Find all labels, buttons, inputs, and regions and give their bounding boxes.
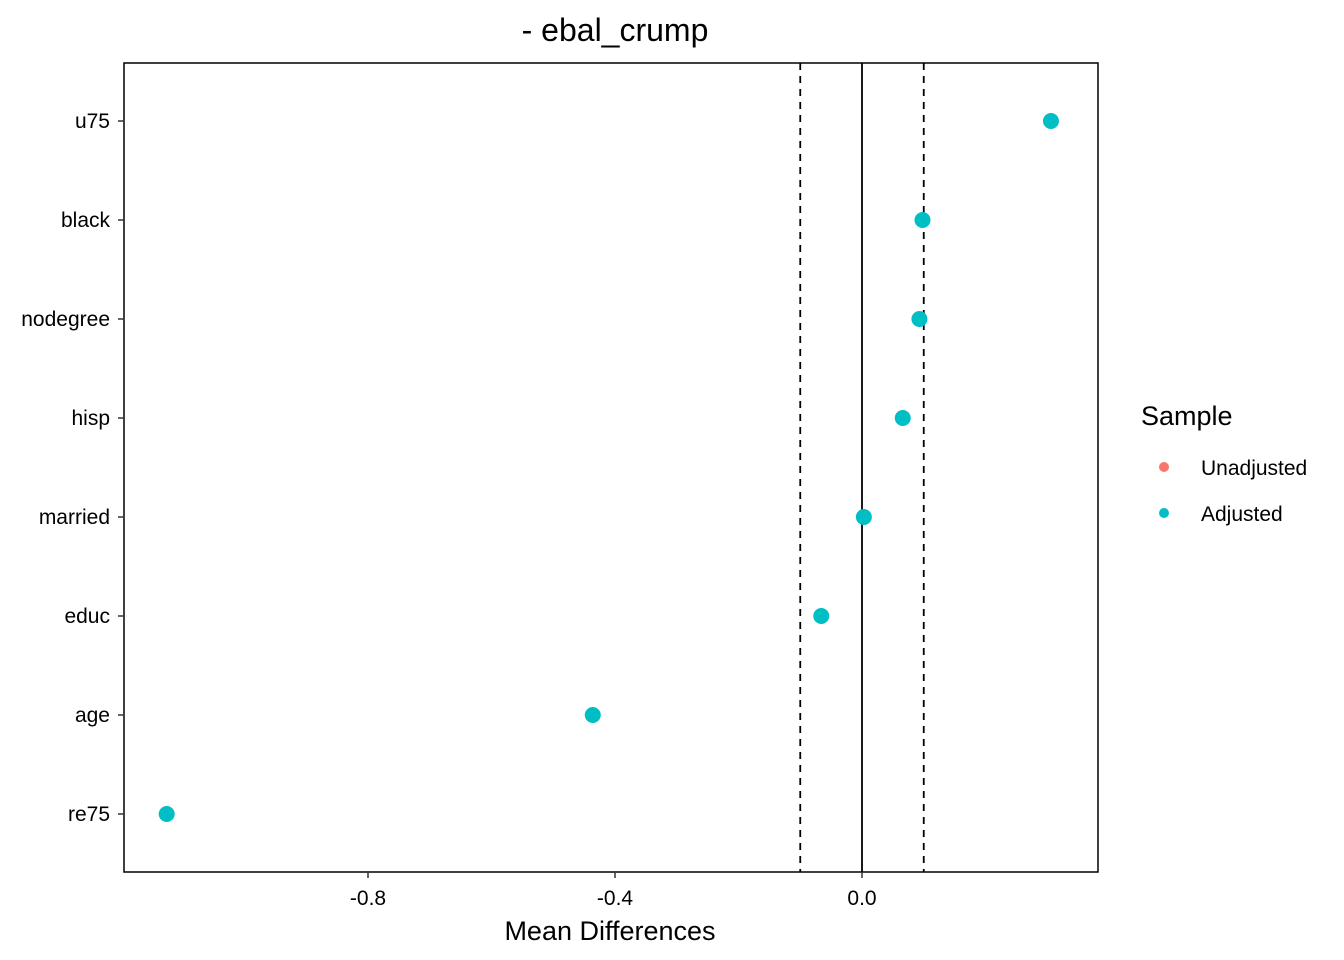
x-tick-label: -0.4 [597, 887, 634, 910]
y-axis: re75 age educ married hisp nodegree black u75 [21, 110, 124, 826]
legend-key [1159, 462, 1169, 472]
data-point [855, 509, 872, 525]
y-tick-label: u75 [75, 110, 110, 133]
data-point [1042, 113, 1059, 129]
legend-label: Unadjusted [1201, 457, 1307, 480]
y-tick-label: nodegree [21, 308, 110, 331]
x-tick-label: 0.0 [847, 887, 876, 910]
legend-key [1159, 508, 1169, 518]
y-tick-label: black [61, 209, 111, 232]
x-axis-title: Mean Differences [504, 916, 715, 946]
x-tick-label: -0.8 [350, 887, 386, 910]
plot-panel [123, 62, 1099, 873]
data-point [911, 311, 928, 327]
legend: Sample Unadjusted Adjusted [1141, 401, 1307, 526]
y-tick-label: educ [64, 605, 110, 628]
data-point [813, 608, 830, 624]
legend-title: Sample [1141, 401, 1233, 431]
chart-title: - ebal_crump [522, 12, 709, 48]
data-points [158, 113, 1059, 822]
data-point [158, 806, 175, 822]
y-tick-label: hisp [71, 407, 110, 430]
reference-lines [799, 63, 925, 872]
x-axis: -0.8 -0.4 0.0 [350, 872, 877, 910]
legend-label: Adjusted [1201, 503, 1283, 526]
y-tick-label: married [39, 506, 110, 529]
data-point [914, 212, 931, 228]
y-tick-label: re75 [68, 803, 110, 826]
data-point [894, 410, 911, 426]
y-tick-label: age [75, 704, 110, 727]
data-point [584, 707, 601, 723]
